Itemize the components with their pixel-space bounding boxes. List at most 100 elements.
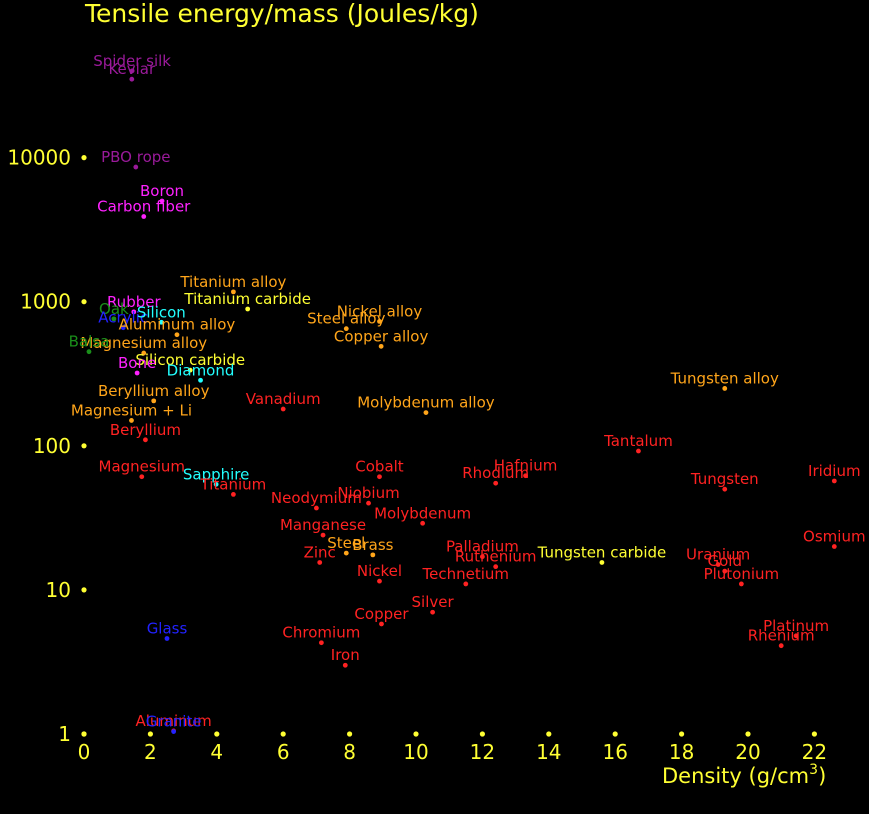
data-label: Glass [147, 619, 188, 637]
data-point [343, 550, 349, 556]
x-tick-label: 8 [343, 740, 356, 764]
x-axis-label-unit: (g/cm [749, 764, 810, 788]
data-label: Silicon [137, 303, 186, 321]
data-label: Chromium [282, 624, 360, 642]
y-tick-label: 1 [58, 722, 71, 746]
data-label: Osmium [803, 528, 866, 546]
y-tick-label: 1000 [20, 290, 71, 314]
data-point [151, 398, 157, 404]
data-point [831, 544, 837, 549]
y-tick-label: 10 [46, 578, 71, 602]
data-point [111, 316, 117, 322]
data-point [599, 560, 605, 565]
data-label: Silver [412, 593, 455, 611]
data-point [370, 552, 376, 558]
x-tick-label: 4 [210, 740, 223, 764]
y-tick-mark [81, 443, 87, 449]
data-point [493, 480, 499, 486]
data-point [722, 568, 728, 574]
data-point [231, 491, 236, 497]
data-label: Bone [118, 354, 156, 372]
data-label: Technetium [422, 565, 510, 583]
data-point [463, 581, 469, 587]
data-point [139, 474, 145, 480]
x-tick-mark [214, 731, 220, 737]
data-label: Cobalt [355, 458, 404, 476]
x-axis-label-text: Density [662, 764, 742, 788]
data-point [738, 581, 744, 587]
data-label: Copper [354, 605, 409, 623]
data-point [164, 636, 170, 641]
data-label: Manganese [280, 516, 366, 534]
data-label: Tungsten [690, 470, 759, 488]
y-tick-mark [81, 155, 87, 161]
x-tick-mark [612, 731, 618, 737]
y-axis: 1 10 100 1000 10000 [7, 146, 87, 746]
data-label: Plutonium [704, 565, 780, 583]
data-point [423, 410, 429, 415]
data-label: Diamond [167, 361, 235, 379]
data-point [213, 481, 219, 487]
data-label: Uranium [686, 546, 750, 564]
data-label: Kevlar [108, 60, 156, 78]
data-label: Spider silk [93, 52, 171, 70]
y-tick-mark [81, 299, 87, 305]
data-point [318, 640, 324, 646]
data-label: Zinc [304, 543, 336, 561]
data-label: Molybdenum alloy [357, 394, 495, 412]
data-label: Oak [99, 300, 129, 318]
data-label: Iron [331, 646, 360, 664]
data-point [129, 68, 135, 74]
data-label: Iridium [808, 462, 861, 480]
data-point [793, 633, 799, 639]
data-label: Titanium alloy [179, 273, 286, 291]
x-tick-mark [546, 731, 552, 737]
chart-title: Tensile energy/mass (Joules/kg) [84, 0, 479, 28]
data-label: Hafnium [494, 457, 558, 475]
data-point [174, 332, 180, 338]
data-point [120, 325, 126, 331]
data-point [280, 406, 286, 412]
data-point [430, 609, 435, 615]
data-label: Granite [146, 713, 202, 731]
data-point [158, 319, 164, 325]
data-label: Brass [352, 536, 393, 554]
y-tick-label: 10000 [7, 146, 71, 170]
data-point [143, 437, 148, 443]
data-label: Rhenium [748, 627, 815, 645]
y-tick-mark [81, 587, 87, 593]
x-tick-label: 20 [735, 740, 760, 764]
data-point [198, 377, 203, 383]
data-label: Niobium [337, 484, 399, 502]
x-tick-label: 10 [403, 740, 428, 764]
data-label: Titanium [200, 475, 267, 493]
data-point [131, 309, 137, 315]
x-tick-mark [413, 731, 419, 737]
x-tick-label: 18 [669, 740, 694, 764]
data-label: Beryllium [110, 421, 181, 439]
x-tick-label: 2 [144, 740, 157, 764]
data-point [129, 76, 135, 82]
data-label: PBO rope [101, 148, 170, 166]
data-label: Aluminum alloy [119, 316, 236, 334]
data-point [320, 532, 326, 538]
x-tick-mark [679, 731, 685, 737]
data-label: Platinum [763, 617, 829, 635]
x-tick-label: 14 [536, 740, 561, 764]
data-point [636, 448, 641, 454]
x-tick-label: 6 [277, 740, 290, 764]
x-tick-label: 0 [78, 740, 91, 764]
data-label: Magnesium [99, 458, 186, 476]
data-point [171, 729, 177, 734]
data-label: Boron [140, 182, 184, 200]
data-point [722, 386, 728, 391]
data-point [523, 473, 528, 479]
data-point [480, 554, 485, 560]
data-point [86, 349, 92, 355]
data-point [378, 343, 384, 349]
data-point [377, 474, 382, 480]
x-tick-label: 12 [470, 740, 495, 764]
